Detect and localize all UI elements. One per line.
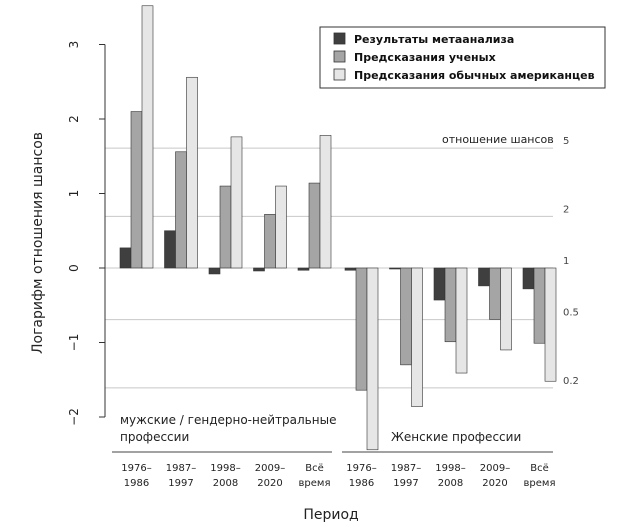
bar: [230, 136, 243, 269]
legend-label: Предсказания обычных американцев: [354, 69, 595, 82]
bar: [119, 247, 132, 269]
bar: [544, 267, 557, 382]
y-tick-label: 3: [67, 41, 81, 49]
bar: [208, 267, 221, 275]
bar: [433, 267, 446, 301]
x-category-label: 1986: [349, 478, 374, 489]
bar: [489, 267, 501, 320]
bar: [344, 267, 357, 271]
legend-swatch: [333, 32, 346, 45]
bar: [219, 185, 232, 269]
y-tick-label: 0: [67, 264, 81, 272]
bar: [297, 267, 310, 271]
bar: [141, 5, 154, 269]
bar: [500, 267, 512, 351]
odds-ratio-title: отношение шансов: [442, 133, 554, 146]
bar: [130, 111, 143, 269]
bar: [522, 267, 535, 290]
bar: [253, 267, 265, 272]
odds-ratio-label: 0.2: [563, 376, 579, 387]
legend-label: Результаты метаанализа: [354, 33, 514, 46]
bar: [175, 151, 187, 269]
x-category-label: 2008: [213, 478, 238, 489]
group-label: Женские профессии: [391, 430, 521, 444]
x-category-label: 2009–: [255, 463, 285, 474]
bar: [264, 214, 276, 269]
bar: [186, 76, 198, 269]
bar: [400, 267, 412, 366]
x-category-label: Всё: [305, 463, 324, 474]
legend-swatch: [333, 50, 346, 63]
bar: [411, 267, 423, 407]
bar: [308, 182, 321, 269]
odds-ratio-label: 2: [563, 204, 569, 215]
x-category-label: 1976–: [346, 463, 376, 474]
y-tick-label: 2: [67, 115, 81, 123]
bar: [533, 267, 546, 344]
bar: [319, 135, 332, 269]
y-tick-label: −2: [67, 408, 81, 426]
bar: [444, 267, 457, 343]
legend-swatch: [333, 68, 346, 81]
x-axis-title: Период: [303, 507, 358, 523]
group-label: мужские / гендерно-нейтральные: [120, 413, 336, 427]
bar: [455, 267, 468, 374]
legend-box: [319, 26, 606, 89]
bar: [478, 267, 490, 287]
x-category-label: время: [299, 478, 331, 489]
bar: [355, 267, 368, 391]
y-tick-label: −1: [67, 334, 81, 352]
x-category-label: 2020: [257, 478, 282, 489]
bar: [389, 267, 401, 270]
odds-ratio-label: 1: [563, 256, 569, 267]
legend-label: Предсказания ученых: [354, 51, 496, 64]
bar: [275, 185, 287, 269]
x-category-label: 2020: [482, 478, 507, 489]
x-category-label: Всё: [530, 463, 549, 474]
x-category-label: 1987–: [391, 463, 421, 474]
x-category-label: 2009–: [480, 463, 510, 474]
x-category-label: 1986: [124, 478, 149, 489]
x-category-label: 1997: [168, 478, 193, 489]
x-category-label: 2008: [438, 478, 463, 489]
odds-ratio-label: 5: [563, 136, 569, 147]
x-category-label: 1976–: [121, 463, 151, 474]
y-tick-label: 1: [67, 190, 81, 198]
group-label: профессии: [120, 430, 189, 444]
y-axis-title: Логарифм отношения шансов: [30, 132, 46, 354]
x-category-label: 1997: [393, 478, 418, 489]
x-category-label: 1998–: [435, 463, 465, 474]
bar: [164, 230, 176, 269]
x-category-label: время: [524, 478, 556, 489]
bar: [366, 267, 379, 451]
odds-ratio-label: 0.5: [563, 308, 579, 319]
x-category-label: 1998–: [210, 463, 240, 474]
x-category-label: 1987–: [166, 463, 196, 474]
